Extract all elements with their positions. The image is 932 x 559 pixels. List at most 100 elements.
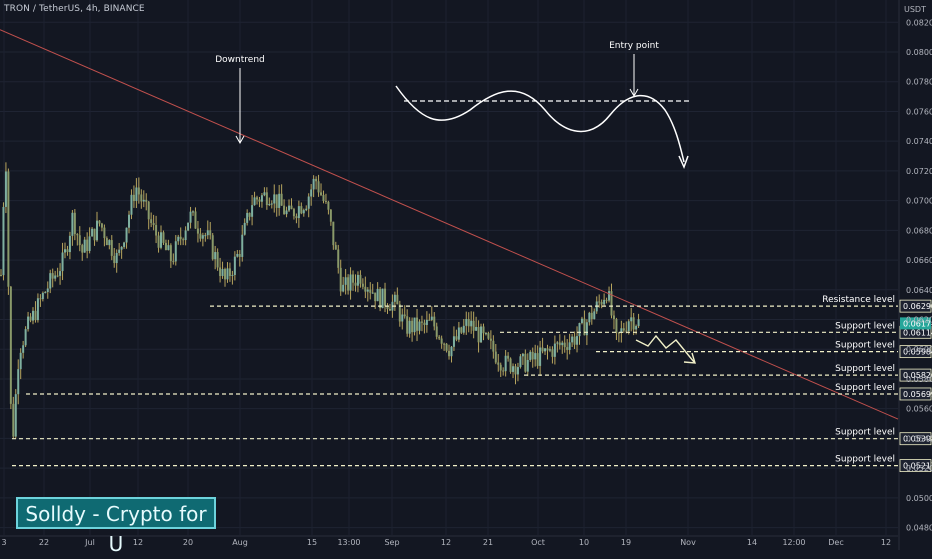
candle-body	[593, 311, 596, 320]
candle-body	[147, 201, 150, 220]
x-tick-label: Oct	[531, 538, 545, 547]
level-label: Support level	[835, 321, 895, 331]
candle-body	[393, 294, 396, 302]
candle-body	[221, 269, 224, 277]
candle-body	[455, 336, 458, 340]
candle-body	[384, 288, 387, 306]
candle-body	[233, 256, 236, 275]
x-tick-label: 12	[133, 538, 143, 547]
candle-body	[568, 342, 571, 350]
candle-body	[108, 240, 111, 246]
price-tag-box	[899, 459, 932, 472]
candle-body	[312, 178, 315, 190]
candle-body	[590, 312, 593, 320]
candle-body	[452, 336, 455, 347]
candle-body	[627, 321, 630, 332]
candle-body	[132, 194, 135, 201]
candle-body	[507, 355, 510, 359]
candle-body	[475, 326, 478, 331]
candle-body	[4, 171, 7, 207]
candle-body	[514, 366, 517, 375]
candle-body	[273, 194, 276, 204]
candle-body	[492, 340, 495, 352]
candle-body	[288, 205, 291, 211]
candle-body	[347, 277, 350, 291]
watermark-label: Solldy - Crypto for U	[16, 497, 216, 556]
candle-body	[182, 239, 185, 241]
x-tick-label: 12:00	[782, 538, 805, 547]
candle-body	[224, 269, 227, 280]
level-label: Support level	[835, 455, 895, 465]
candle-body	[278, 193, 281, 208]
candle-body	[497, 362, 500, 365]
candle-body	[558, 342, 561, 346]
candle-body	[61, 252, 64, 272]
candle-body	[526, 359, 529, 372]
candle-body	[174, 241, 177, 262]
candle-body	[600, 302, 603, 305]
candle-body	[83, 239, 86, 253]
candle-body	[482, 326, 485, 334]
candle-body	[603, 299, 606, 305]
candle-body	[423, 322, 426, 325]
candle-body	[396, 294, 399, 305]
candle-body	[56, 275, 59, 277]
downtrend-line	[0, 29, 899, 420]
candle-body	[625, 330, 628, 332]
x-tick-label: 19	[621, 538, 631, 547]
x-tick-label: Jul	[84, 538, 95, 547]
candle-body	[78, 235, 81, 246]
candle-body	[361, 283, 364, 287]
candle-body	[192, 211, 195, 213]
candle-body	[34, 310, 37, 321]
downtrend-annotation: Downtrend	[215, 55, 265, 65]
candle-body	[470, 320, 473, 327]
candle-body	[105, 238, 108, 246]
candle-body	[145, 199, 148, 202]
candle-body	[635, 326, 638, 330]
candle-body	[297, 206, 300, 219]
candle-body	[59, 271, 62, 276]
scenario-curve	[395, 85, 685, 163]
candle-body	[576, 336, 579, 345]
candle-body	[187, 222, 190, 231]
candle-body	[477, 326, 480, 343]
level-label: Resistance level	[822, 295, 895, 305]
candle-body	[285, 210, 288, 215]
price-tag-box	[899, 345, 932, 359]
candle-body	[339, 267, 342, 292]
candle-body	[68, 235, 71, 253]
candle-body	[467, 319, 470, 327]
candle-body	[484, 333, 487, 335]
candle-body	[88, 236, 91, 251]
projection-arrowhead	[683, 352, 696, 364]
candle-body	[342, 284, 345, 292]
candle-body	[204, 235, 207, 237]
candle-body	[125, 227, 128, 243]
candle-body	[529, 351, 532, 360]
candle-body	[0, 274, 2, 276]
candle-body	[445, 343, 448, 351]
candle-body	[371, 292, 374, 294]
candle-body	[573, 336, 576, 345]
candle-body	[612, 315, 615, 320]
candle-body	[76, 234, 79, 236]
candle-body	[66, 249, 69, 253]
x-tick-label: Nov	[680, 538, 696, 547]
candle-body	[123, 242, 126, 247]
candle-body	[356, 274, 359, 286]
candle-body	[140, 194, 143, 202]
candle-body	[502, 370, 505, 372]
candle-body	[214, 252, 217, 260]
candle-body	[44, 292, 47, 294]
candle-body	[263, 192, 266, 196]
